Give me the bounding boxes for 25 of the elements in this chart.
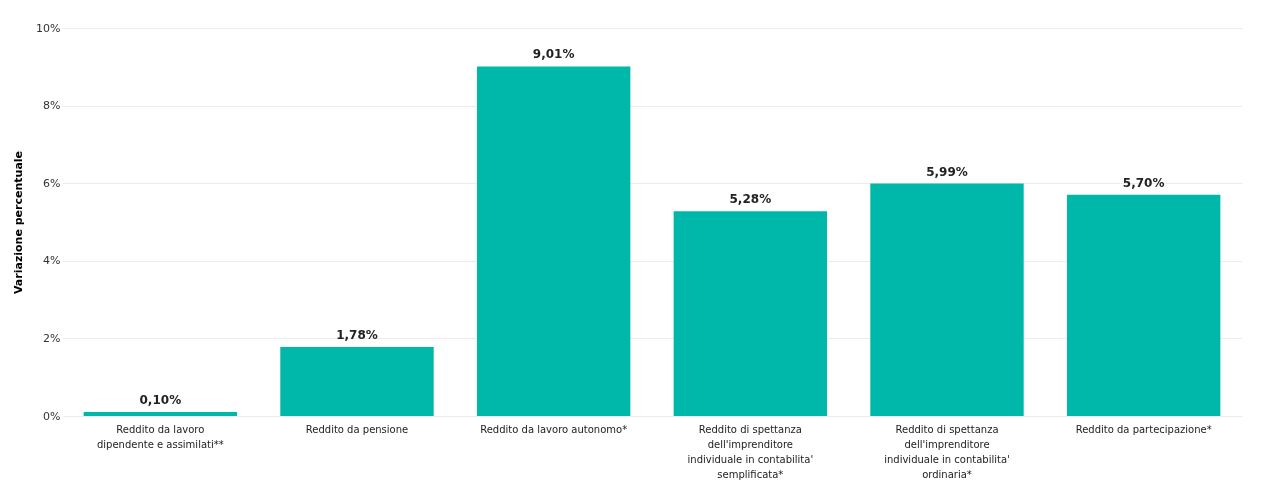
y-tick-label: 8%	[43, 99, 61, 113]
x-tick-label: Reddito da lavoro autonomo*	[480, 423, 628, 435]
bar	[83, 412, 238, 416]
y-tick-label: 10%	[36, 21, 61, 35]
bar	[870, 183, 1024, 416]
x-tick-label: Reddito da pensione	[305, 423, 409, 435]
x-tick-label: Reddito di spettanza dell'imprenditore individuale in contabilita' semplificata*	[687, 423, 814, 480]
bar	[673, 211, 828, 416]
data-label: 5,70%	[1122, 175, 1165, 190]
data-label: 5,28%	[729, 192, 772, 207]
y-tick-label: 2%	[43, 331, 61, 345]
y-tick-label: 4%	[43, 254, 61, 268]
bar	[280, 346, 434, 416]
data-label: 5,99%	[926, 164, 968, 179]
y-axis-title: Variazione percentuale	[12, 150, 26, 295]
y-tick-label: 6%	[43, 176, 61, 190]
bar	[476, 66, 631, 416]
bar	[1066, 194, 1221, 416]
y-tick-label: 0%	[43, 409, 61, 423]
data-label: 1,78%	[336, 327, 378, 342]
data-label: 0,10%	[139, 393, 182, 408]
x-tick-label: Reddito da partecipazione*	[1075, 423, 1212, 435]
x-tick-label: Reddito da lavoro dipendente e assimilati**	[96, 423, 224, 450]
data-label: 9,01%	[532, 47, 575, 62]
x-tick-label: Reddito di spettanza dell'imprenditore individuale in contabilita' ordinaria*	[884, 423, 1010, 480]
